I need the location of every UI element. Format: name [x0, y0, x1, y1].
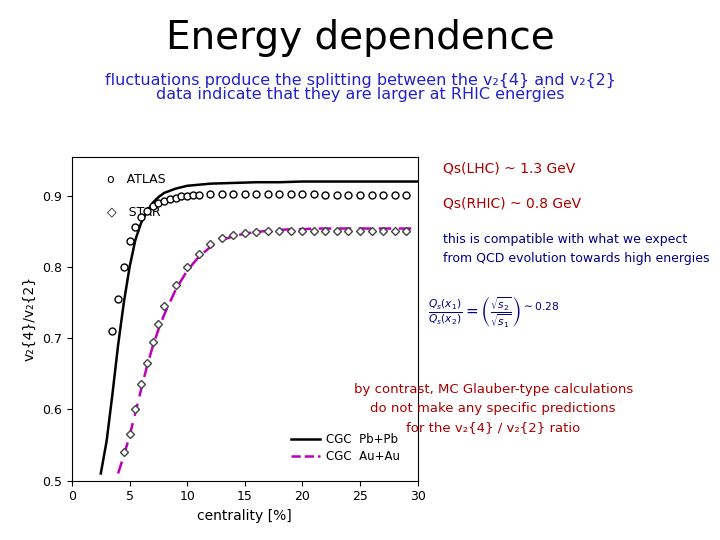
Text: o   ATLAS: o ATLAS — [107, 173, 165, 186]
Text: ◇   STAR: ◇ STAR — [107, 205, 160, 218]
Y-axis label: v₂{4}/v₂{2}: v₂{4}/v₂{2} — [23, 276, 37, 361]
Text: Qs(LHC) ~ 1.3 GeV: Qs(LHC) ~ 1.3 GeV — [443, 162, 575, 176]
Text: Energy dependence: Energy dependence — [166, 19, 554, 57]
Text: data indicate that they are larger at RHIC energies: data indicate that they are larger at RH… — [156, 87, 564, 103]
Text: fluctuations produce the splitting between the v₂{4} and v₂{2}: fluctuations produce the splitting betwe… — [104, 73, 616, 88]
Text: by contrast, MC Glauber-type calculations
do not make any specific predictions
f: by contrast, MC Glauber-type calculation… — [354, 383, 633, 434]
Text: $\frac{Q_s(x_1)}{Q_s(x_2)} = \left(\frac{\sqrt{s_2}}{\sqrt{s_1}}\right)^{\sim 0.: $\frac{Q_s(x_1)}{Q_s(x_2)} = \left(\frac… — [428, 294, 559, 330]
Text: this is compatible with what we expect
from QCD evolution towards high energies: this is compatible with what we expect f… — [443, 233, 709, 265]
X-axis label: centrality [%]: centrality [%] — [197, 509, 292, 523]
Legend: CGC  Pb+Pb, CGC  Au+Au: CGC Pb+Pb, CGC Au+Au — [286, 428, 405, 468]
Text: Qs(RHIC) ~ 0.8 GeV: Qs(RHIC) ~ 0.8 GeV — [443, 196, 581, 210]
